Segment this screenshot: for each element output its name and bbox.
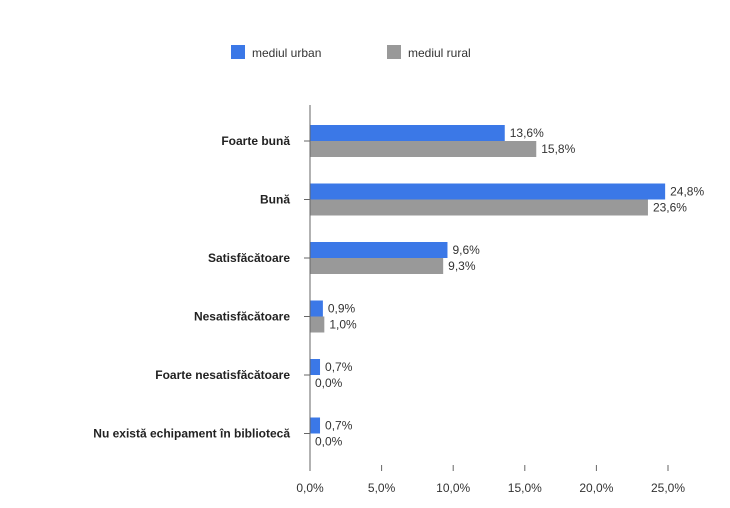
bar-rural (310, 199, 648, 216)
data-label: 0,7% (325, 360, 353, 374)
x-tick-label: 15,0% (508, 481, 542, 495)
bar-urban (310, 242, 448, 258)
data-label: 23,6% (653, 201, 687, 215)
category-label: Satisfăcătoare (208, 251, 290, 265)
legend: mediul urban mediul rural (231, 45, 471, 60)
bar-urban (310, 300, 323, 317)
bar-urban (310, 359, 321, 375)
legend-label: mediul rural (408, 46, 471, 60)
data-label: 1,0% (329, 318, 357, 332)
x-tick-label: 5,0% (368, 481, 396, 495)
data-label: 0,0% (315, 376, 343, 390)
data-label: 0,7% (325, 419, 353, 433)
category-label: Bună (260, 193, 290, 207)
legend-swatch-urban (231, 45, 245, 59)
category-label: Foarte bună (221, 134, 290, 148)
value-labels: 13,6% 15,8% 24,8% 23,6% 9,6% 9,3% 0,9% 1,0% 0,7%… (315, 126, 704, 449)
legend-swatch-rural (387, 45, 401, 59)
data-label: 9,3% (448, 259, 476, 273)
category-label: Foarte nesatisfăcătoare (155, 368, 290, 382)
bars-group (310, 125, 666, 434)
bar-rural (310, 141, 537, 157)
legend-label: mediul urban (252, 46, 321, 60)
x-tick-label: 20,0% (579, 481, 613, 495)
bar-rural (310, 258, 444, 274)
bar-urban (310, 125, 505, 141)
category-label: Nu există echipament în bibliotecă (93, 427, 290, 441)
x-tick-label: 0,0% (296, 481, 324, 495)
x-tick-label: 25,0% (651, 481, 685, 495)
x-tick-label: 10,0% (436, 481, 470, 495)
bar-urban (310, 417, 321, 434)
category-labels: Foarte bună Bună Satisfăcătoare Nesatisfăcă… (93, 134, 310, 441)
data-label: 0,0% (315, 435, 343, 449)
x-axis-ticks: 0,0% 5,0% 10,0% 15,0% 20,0% 25,0% (296, 465, 685, 495)
bar-urban (310, 183, 666, 200)
bar-rural (310, 316, 325, 333)
data-label: 13,6% (510, 126, 544, 140)
data-label: 24,8% (670, 185, 704, 199)
data-label: 0,9% (328, 302, 356, 316)
data-label: 9,6% (452, 243, 480, 257)
category-label: Nesatisfăcătoare (194, 310, 290, 324)
data-label: 15,8% (541, 142, 575, 156)
